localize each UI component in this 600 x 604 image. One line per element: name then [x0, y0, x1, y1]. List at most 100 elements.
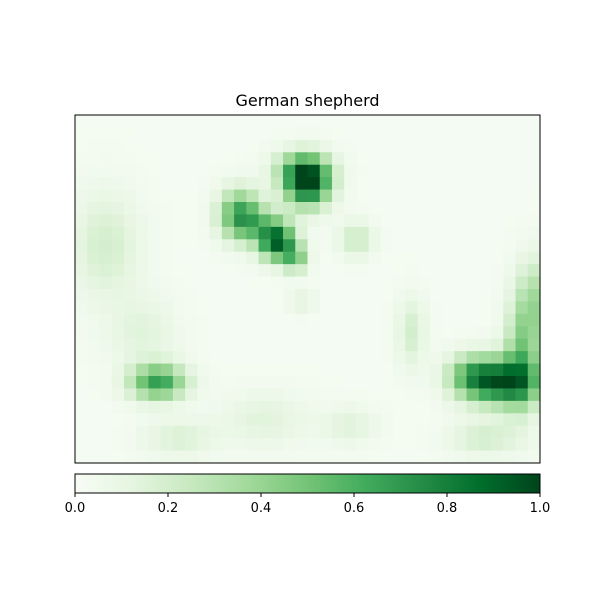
heatmap-cell: [197, 152, 211, 166]
heatmap-cell: [197, 264, 211, 278]
heatmap-cell: [368, 214, 382, 228]
heatmap-cell: [246, 214, 260, 228]
heatmap-cell: [356, 239, 370, 253]
heatmap-cell: [148, 400, 162, 414]
heatmap-cell: [136, 388, 150, 402]
heatmap-cell: [209, 177, 223, 191]
heatmap-cell: [417, 115, 431, 129]
heatmap-cell: [368, 152, 382, 166]
heatmap-cell: [417, 388, 431, 402]
heatmap-cell: [307, 115, 321, 129]
heatmap-cell: [99, 264, 113, 278]
heatmap-cell: [368, 226, 382, 240]
heatmap-cell: [417, 226, 431, 240]
heatmap-cell: [307, 127, 321, 141]
heatmap-cell: [503, 202, 517, 216]
heatmap-cell: [515, 326, 529, 340]
heatmap-cell: [380, 438, 394, 452]
heatmap-cell: [148, 239, 162, 253]
heatmap-cell: [380, 251, 394, 265]
heatmap-cell: [466, 438, 480, 452]
heatmap-cell: [246, 251, 260, 265]
heatmap-cell: [258, 351, 272, 365]
heatmap-cell: [209, 239, 223, 253]
heatmap-cell: [87, 139, 101, 153]
heatmap-cell: [185, 276, 198, 290]
heatmap-cell: [209, 127, 223, 141]
heatmap-cell: [185, 202, 198, 216]
heatmap-cell: [344, 264, 358, 278]
heatmap-cell: [478, 450, 492, 464]
heatmap-cell: [172, 313, 186, 327]
heatmap-cell: [136, 313, 150, 327]
heatmap-cell: [295, 239, 309, 253]
heatmap-cell: [442, 152, 455, 166]
heatmap-cell: [466, 226, 480, 240]
heatmap-cell: [478, 177, 492, 191]
heatmap-cell: [99, 376, 113, 390]
heatmap-cell: [148, 289, 162, 303]
heatmap-cell: [234, 450, 247, 464]
heatmap-cell: [319, 226, 333, 240]
heatmap-cell: [454, 177, 468, 191]
heatmap-cell: [417, 202, 431, 216]
heatmap-cell: [258, 239, 272, 253]
heatmap-cell: [344, 388, 358, 402]
heatmap-cell: [270, 388, 284, 402]
heatmap-cell: [246, 289, 260, 303]
heatmap-cell: [344, 152, 358, 166]
heatmap-cell: [246, 425, 260, 439]
heatmap-cell: [283, 276, 296, 290]
heatmap-cell: [172, 438, 186, 452]
heatmap-cell: [185, 152, 198, 166]
heatmap-cell: [454, 226, 468, 240]
heatmap-cell: [234, 376, 247, 390]
heatmap-cell: [283, 450, 296, 464]
heatmap-cell: [160, 214, 174, 228]
heatmap-cell: [197, 450, 211, 464]
heatmap-cell: [319, 177, 333, 191]
heatmap-cell: [356, 351, 370, 365]
heatmap-cell: [221, 177, 235, 191]
heatmap-cell: [491, 115, 504, 129]
heatmap-cell: [234, 326, 247, 340]
heatmap-cell: [295, 189, 309, 203]
heatmap-cell: [429, 400, 443, 414]
heatmap-cell: [503, 338, 517, 352]
heatmap-cell: [221, 413, 235, 427]
heatmap-cell: [111, 400, 125, 414]
heatmap-cell: [246, 115, 260, 129]
heatmap-cell: [417, 239, 431, 253]
heatmap-cell: [454, 326, 468, 340]
heatmap-cell: [344, 438, 358, 452]
heatmap-cell: [221, 276, 235, 290]
heatmap-cell: [368, 425, 382, 439]
heatmap-cell: [503, 313, 517, 327]
heatmap-cell: [454, 438, 468, 452]
heatmap-cell: [185, 164, 198, 178]
heatmap-cell: [87, 326, 101, 340]
heatmap-cell: [393, 313, 406, 327]
heatmap-cell: [356, 152, 370, 166]
heatmap-cell: [515, 438, 529, 452]
heatmap-cell: [503, 301, 517, 315]
heatmap-cell: [503, 388, 517, 402]
heatmap-cell: [491, 251, 504, 265]
heatmap-cell: [185, 139, 198, 153]
heatmap-cell: [185, 289, 198, 303]
heatmap-cell: [136, 425, 150, 439]
heatmap-cell: [270, 376, 284, 390]
heatmap-cell: [234, 289, 247, 303]
heatmap-cell: [75, 413, 88, 427]
heatmap-cell: [466, 115, 480, 129]
heatmap-cell: [270, 251, 284, 265]
heatmap-cell: [307, 301, 321, 315]
heatmap-cell: [344, 351, 358, 365]
heatmap-cell: [136, 127, 150, 141]
heatmap-cell: [527, 264, 541, 278]
heatmap-cell: [405, 152, 419, 166]
heatmap-cell: [270, 239, 284, 253]
heatmap-cell: [87, 202, 101, 216]
heatmap-cell: [75, 313, 88, 327]
heatmap-cell: [270, 264, 284, 278]
